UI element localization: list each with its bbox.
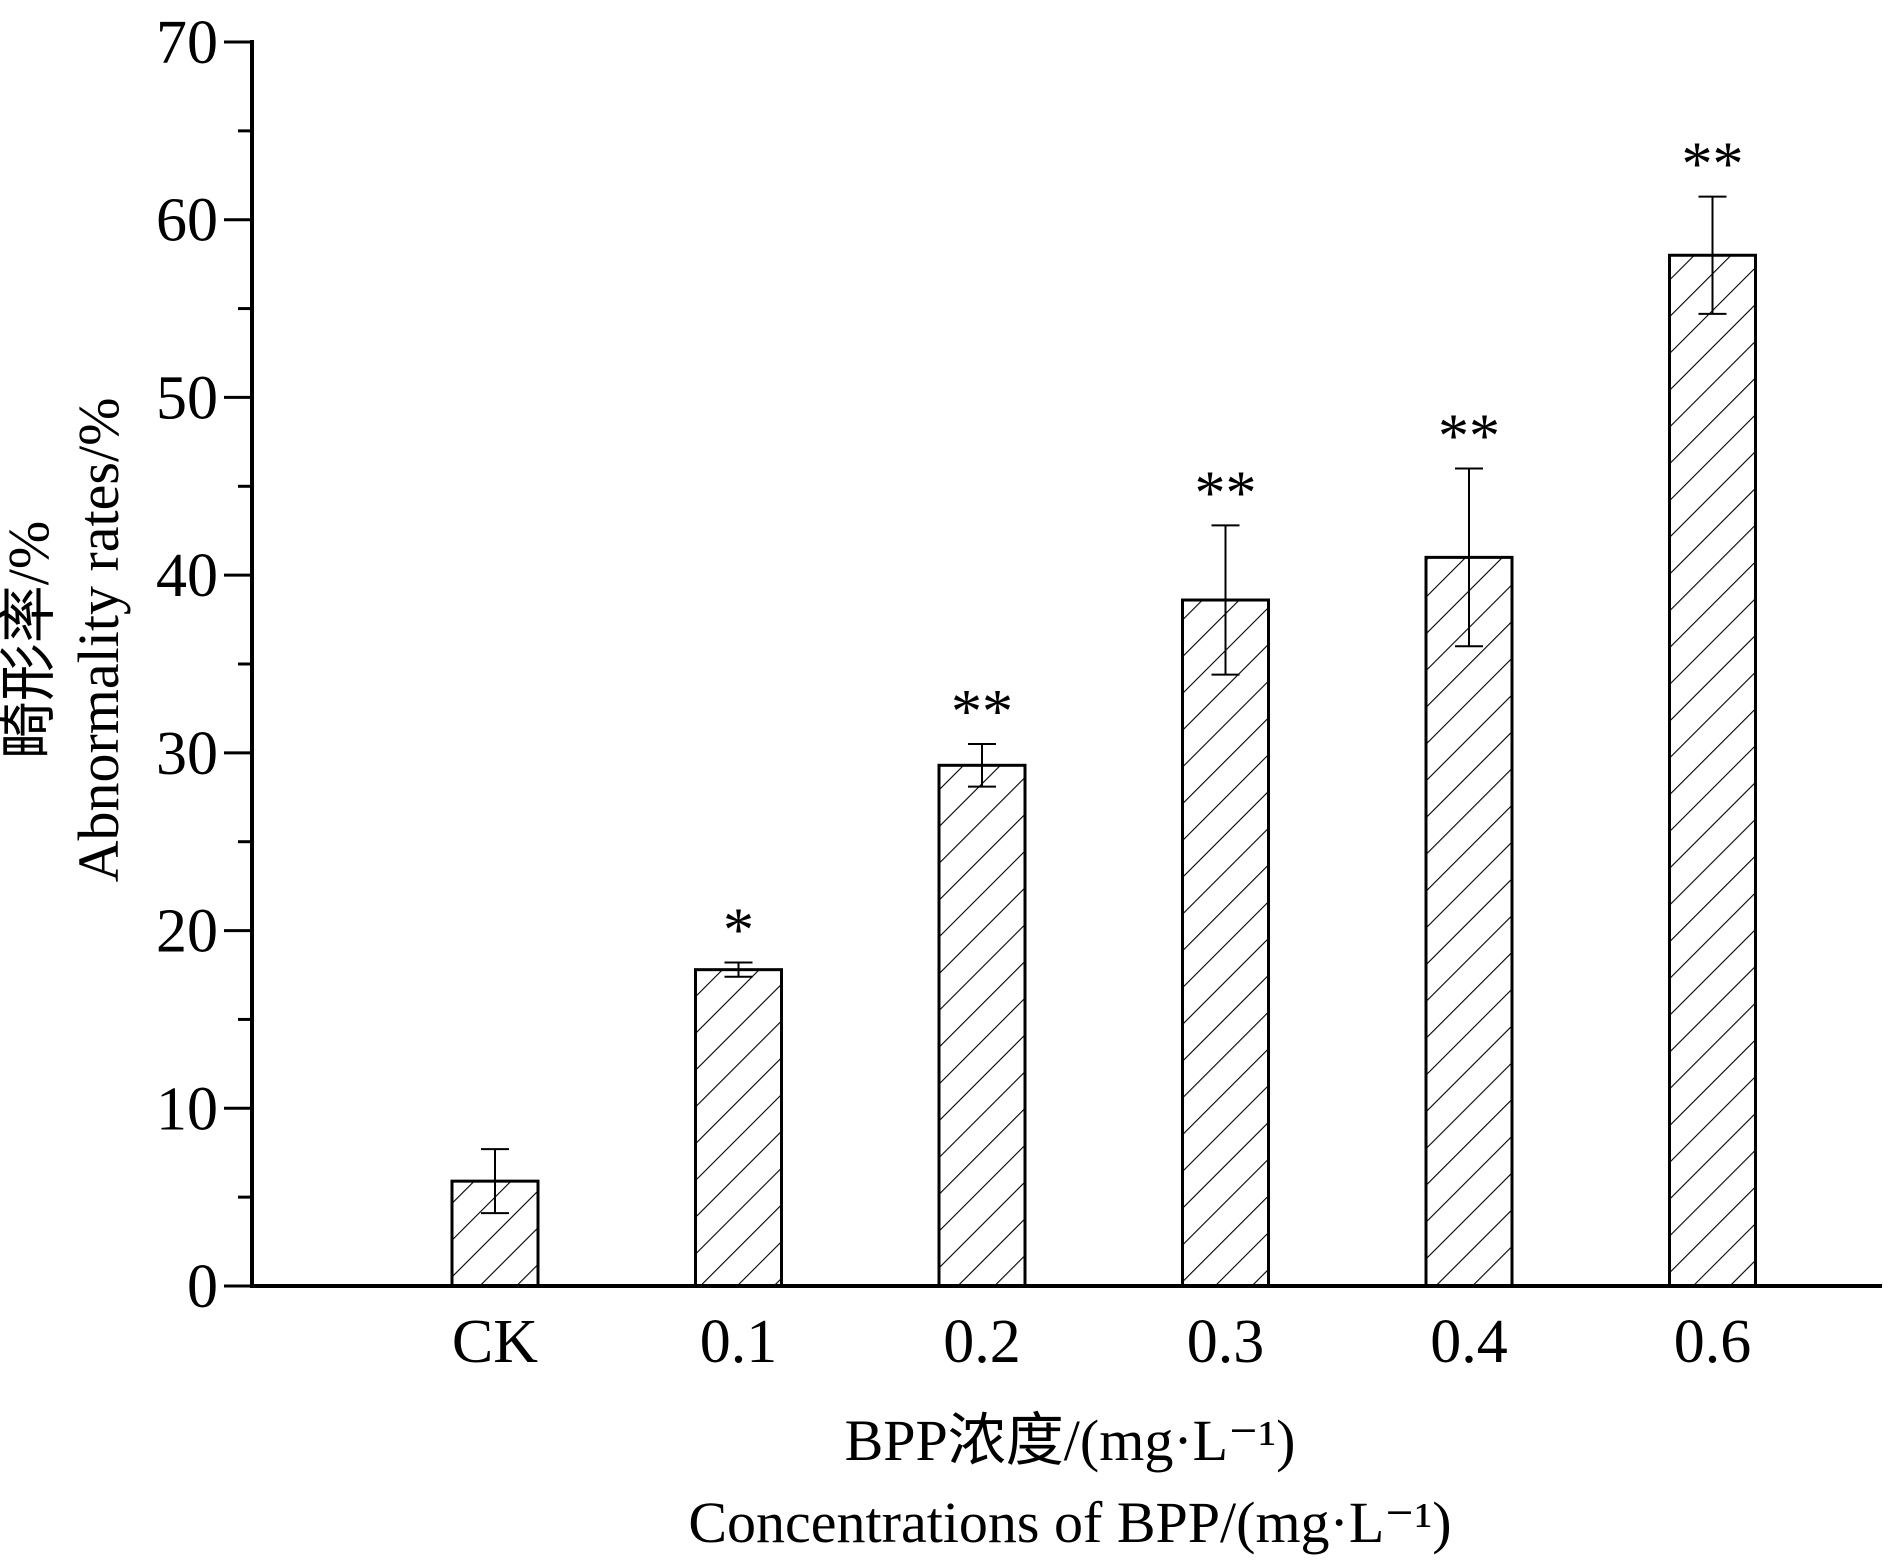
y-tick-label: 70 <box>156 9 218 77</box>
x-tick-label-4: 0.4 <box>1430 1308 1508 1376</box>
significance-label-1: * <box>723 897 754 965</box>
y-tick-label: 0 <box>187 1253 218 1321</box>
x-axis-label-chinese: BPP浓度/(mg·L⁻¹) <box>845 1408 1296 1473</box>
bars <box>450 195 1757 1288</box>
x-tick-label-1: 0.1 <box>700 1308 778 1376</box>
significance-label-2: ** <box>951 678 1013 746</box>
axes <box>224 40 1882 1288</box>
significance-label-4: ** <box>1438 403 1500 471</box>
y-tick-label: 60 <box>156 187 218 255</box>
x-tick-label-5: 0.6 <box>1674 1308 1752 1376</box>
bar-3 <box>1181 598 1270 1288</box>
x-tick-label-3: 0.3 <box>1187 1308 1265 1376</box>
x-axis-label-english: Concentrations of BPP/(mg·L⁻¹) <box>688 1490 1451 1555</box>
bar-1 <box>694 968 783 1288</box>
y-axis-label-english: Abnormality rates/% <box>66 398 131 883</box>
bar-4 <box>1424 555 1514 1288</box>
y-tick-label: 50 <box>156 364 218 432</box>
x-tick-label-2: 0.2 <box>943 1308 1021 1376</box>
significance-label-5: ** <box>1682 131 1744 199</box>
bar-2 <box>937 763 1027 1288</box>
y-tick-label: 20 <box>156 898 218 966</box>
significance-label-3: ** <box>1195 459 1257 527</box>
y-tick-label: 30 <box>156 720 218 788</box>
x-tick-label-0: CK <box>452 1308 538 1376</box>
y-tick-label: 40 <box>156 542 218 610</box>
bar-5 <box>1668 253 1757 1288</box>
labels: 0 10 20 30 40 50 60 70 CK * 0.1 ** 0.2 ** 0.3 ** 0.4 ** 0.… <box>156 9 1751 1376</box>
y-tick-label: 10 <box>156 1075 218 1143</box>
y-axis-label-chinese: 畸形率/% <box>0 521 61 759</box>
